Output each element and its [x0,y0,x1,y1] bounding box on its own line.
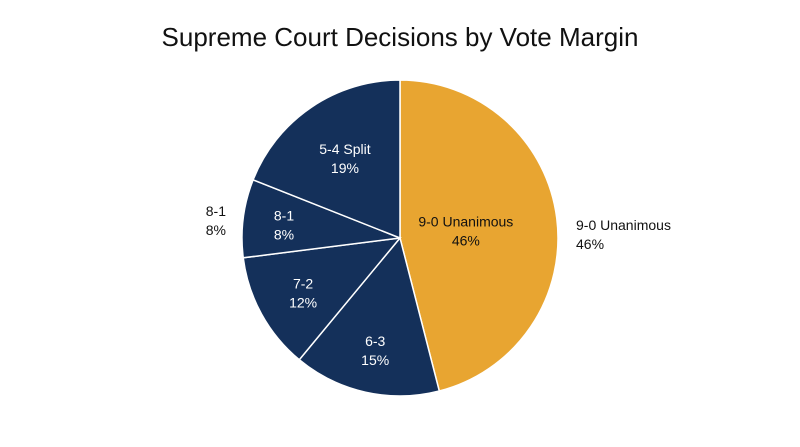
slice-value-5-4-split: 19% [331,160,359,176]
slice-label-7-2: 7-2 [293,275,313,291]
slice-6-3 [298,236,441,397]
slice-labels: 9-0 Unanimous 46% 6-3 15% 7-2 12% 8-1 8% 5-4 Spl… [274,141,513,368]
slice-value-9-0-unanimous: 46% [452,233,480,249]
slice-value-7-2: 12% [289,294,317,310]
slice-label-6-3: 6-3 [365,333,385,349]
slice-5-4-split [252,79,401,240]
outside-label-9-0-unanimous: 9-0 Unanimous [576,217,671,233]
outside-value-8-1: 8% [206,222,226,238]
slice-value-8-1: 8% [274,226,294,242]
outside-label-8-1: 8-1 [206,203,226,219]
pie-slices [241,79,559,397]
slice-label-5-4-split: 5-4 Split [319,141,370,157]
slice-7-2 [242,237,402,361]
chart-title: Supreme Court Decisions by Vote Margin [161,22,639,52]
slice-value-6-3: 15% [361,352,389,368]
outside-labels: 9-0 Unanimous 46% 8-1 8% [206,203,671,252]
outside-value-9-0-unanimous: 46% [576,236,604,252]
slice-label-9-0-unanimous: 9-0 Unanimous [418,214,513,230]
slice-label-8-1: 8-1 [274,207,294,223]
slice-9-0-unanimous [399,79,559,392]
